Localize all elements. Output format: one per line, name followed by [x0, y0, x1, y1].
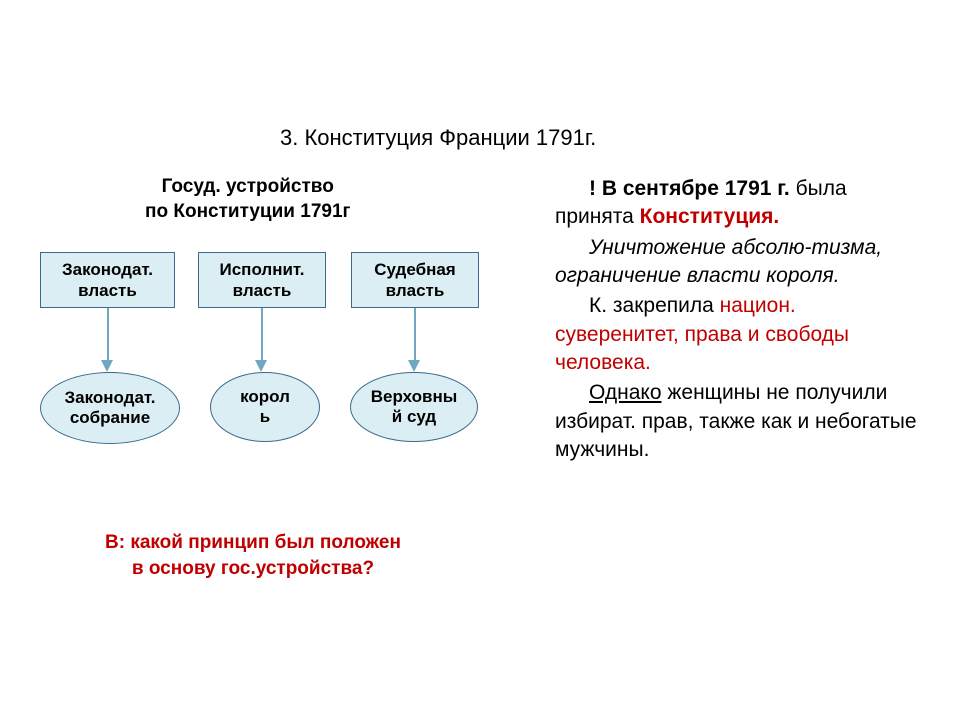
p3-lead: К. закрепила: [589, 294, 720, 317]
ell1-line1: Законодат.: [64, 388, 155, 407]
paragraph-4: Однако женщины не получили избират. прав…: [555, 379, 920, 464]
box2-line2: власть: [233, 281, 292, 300]
paragraph-2: Уничтожение абсолю-тизма, ограничение вл…: [555, 234, 920, 291]
arrow-head-2: [255, 360, 267, 372]
box-judicial-power: Судебная власть: [351, 252, 479, 308]
p1-date: ! В сентябре 1791 г.: [589, 177, 790, 200]
subtitle-line2: по Конституции 1791г: [145, 201, 350, 222]
question-line1: В: какой принцип был положен: [105, 532, 401, 553]
ell1-line2: собрание: [70, 408, 150, 427]
arrow-head-3: [408, 360, 420, 372]
ellipse-king: корол ь: [210, 372, 320, 442]
ellipse-supreme-court: Верховны й суд: [350, 372, 478, 442]
p4-however: Однако: [589, 381, 662, 404]
box2-line1: Исполнит.: [220, 260, 305, 279]
paragraph-1: ! В сентябре 1791 г. была принята Консти…: [555, 175, 920, 232]
box-executive-power: Исполнит. власть: [198, 252, 326, 308]
subtitle-line1: Госуд. устройство: [162, 176, 334, 197]
question-line2: в основу гос.устройства?: [132, 558, 374, 579]
ellipse-legislative-assembly: Законодат. собрание: [40, 372, 180, 444]
box-legislative-power: Законодат. власть: [40, 252, 175, 308]
arrow-line-3: [414, 308, 416, 360]
box1-line2: власть: [78, 281, 137, 300]
ell2-line1: корол: [240, 387, 290, 406]
ell3-line1: Верховны: [371, 387, 458, 406]
p1-constitution: Конституция.: [640, 205, 780, 228]
box1-line1: Законодат.: [62, 260, 153, 279]
body-text: ! В сентябре 1791 г. была принята Консти…: [555, 175, 920, 466]
arrow-line-1: [107, 308, 109, 360]
ell2-line2: ь: [260, 407, 270, 426]
box3-line1: Судебная: [374, 260, 455, 279]
ell3-line2: й суд: [392, 407, 436, 426]
arrow-head-1: [101, 360, 113, 372]
slide-title: 3. Конституция Франции 1791г.: [280, 125, 596, 151]
diagram-subtitle: Госуд. устройство по Конституции 1791г: [145, 175, 350, 224]
paragraph-3: К. закрепила национ. суверенитет, права …: [555, 292, 920, 377]
question-text: В: какой принцип был положен в основу го…: [105, 530, 401, 581]
arrow-line-2: [261, 308, 263, 360]
box3-line2: власть: [386, 281, 445, 300]
